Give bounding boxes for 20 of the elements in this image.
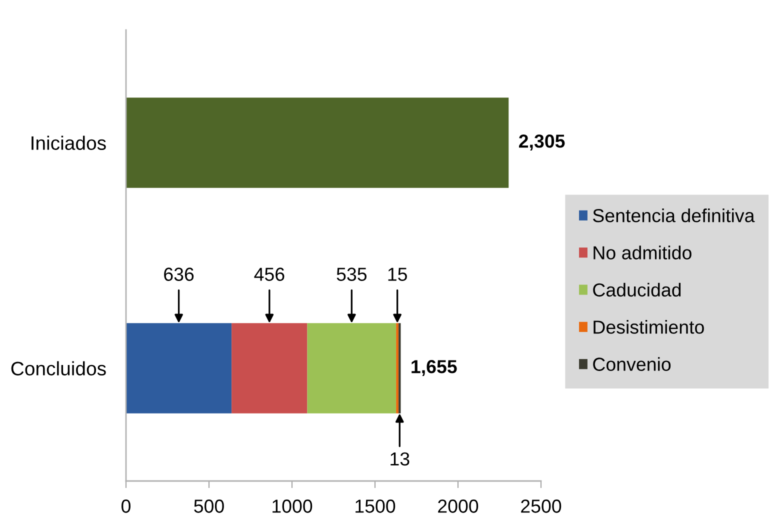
data-label: 456 [254,268,284,281]
total-label: 2,305 [519,134,565,150]
x-tick-label: 1000 [272,500,312,513]
data-label: 13 [390,452,410,466]
data-label: 15 [388,268,407,281]
legend-label: Desistimiento [594,320,704,334]
legend-label: Sentencia definitiva [593,208,755,222]
legend-label: No admitido [594,246,692,260]
x-tick-label: 2000 [438,500,478,513]
y-tick-label: Concluidos [11,361,106,376]
x-tick-label: 1500 [356,500,396,513]
legend-label: Convenio [593,357,671,371]
x-tick-label: 2500 [521,500,562,513]
y-tick-label: Iniciados [32,136,106,150]
x-tick-label: 0 [122,500,130,513]
data-label: 535 [336,268,367,281]
data-label: 636 [164,268,194,281]
total-label: 1,655 [412,360,457,376]
x-tick-label: 500 [194,500,224,513]
legend-label: Caducidad [593,282,681,297]
